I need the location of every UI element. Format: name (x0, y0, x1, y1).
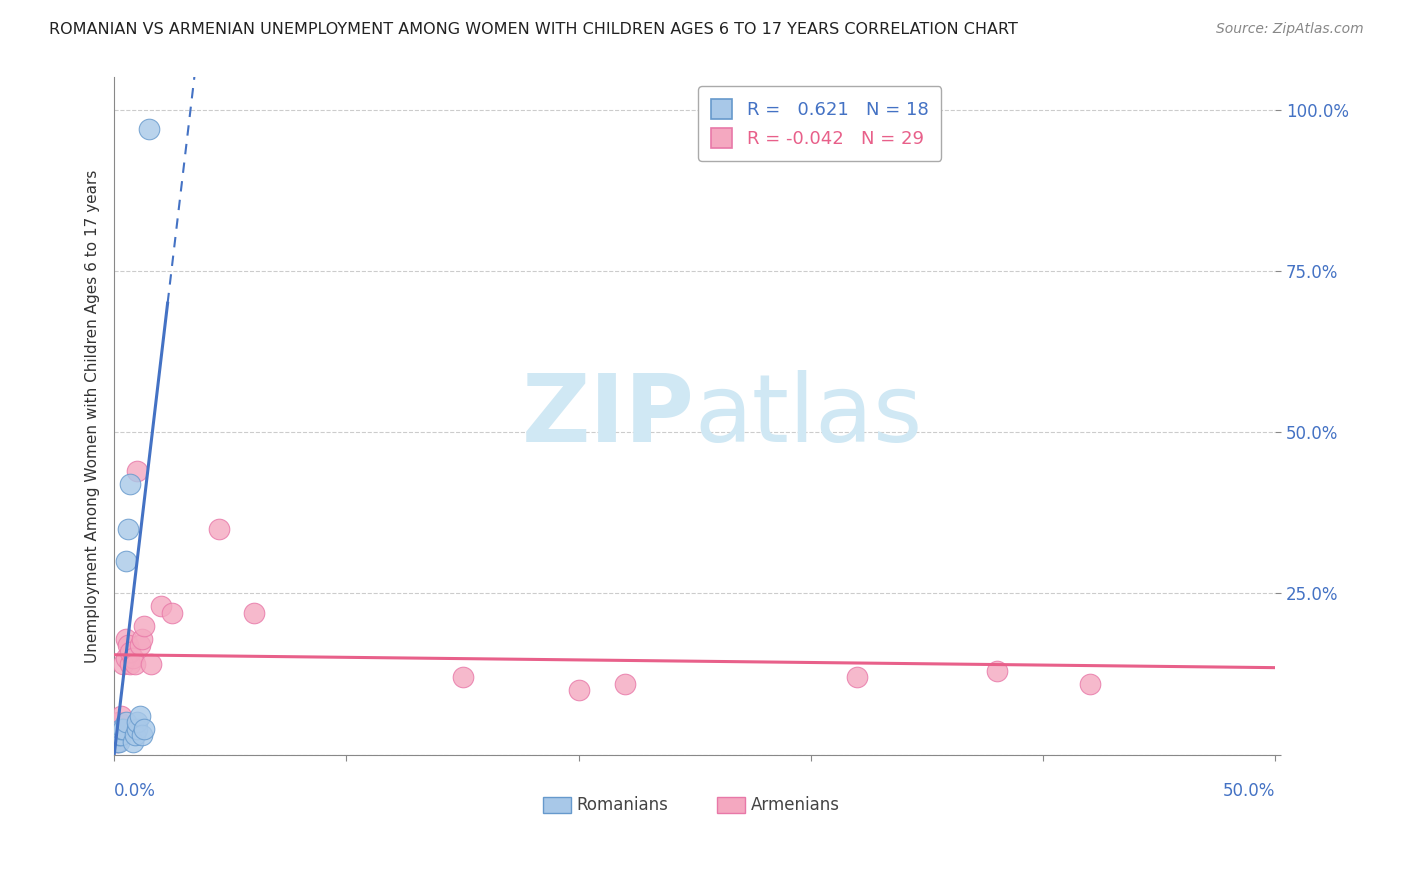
Point (120, 476, 142, 491)
Point (162, 606, 184, 620)
Point (110, 709, 132, 723)
Point (128, 709, 150, 723)
Point (128, 638, 150, 652)
Point (112, 657, 135, 672)
Text: 50.0%: 50.0% (1223, 781, 1275, 800)
Point (108, 715, 131, 730)
Point (120, 644, 142, 658)
FancyBboxPatch shape (543, 797, 571, 813)
Point (117, 522, 139, 536)
Point (131, 632, 153, 646)
Text: ZIP: ZIP (522, 370, 695, 462)
Point (242, 606, 264, 620)
Point (134, 722, 156, 736)
Point (451, 670, 474, 684)
Point (121, 651, 143, 665)
Point (138, 122, 160, 136)
Text: ROMANIAN VS ARMENIAN UNEMPLOYMENT AMONG WOMEN WITH CHILDREN AGES 6 TO 17 YEARS C: ROMANIAN VS ARMENIAN UNEMPLOYMENT AMONG … (49, 22, 1018, 37)
Text: 0.0%: 0.0% (114, 781, 156, 800)
Point (986, 664, 1008, 678)
Point (108, 735, 131, 749)
Point (208, 522, 231, 536)
Point (124, 657, 146, 672)
Point (131, 728, 153, 742)
Text: Armenians: Armenians (751, 796, 839, 814)
Point (1078, 677, 1101, 691)
Point (568, 683, 591, 698)
Point (127, 464, 149, 478)
Point (114, 632, 136, 646)
Point (110, 728, 132, 742)
Point (117, 638, 139, 652)
Point (614, 677, 637, 691)
Point (110, 722, 132, 736)
Point (846, 670, 869, 684)
Point (121, 735, 143, 749)
Point (114, 554, 136, 568)
Point (141, 657, 163, 672)
Point (105, 735, 128, 749)
Text: atlas: atlas (695, 370, 924, 462)
Legend: R =   0.621   N = 18, R = -0.042   N = 29: R = 0.621 N = 18, R = -0.042 N = 29 (699, 87, 941, 161)
Point (120, 657, 142, 672)
Point (108, 728, 131, 742)
Point (112, 722, 135, 736)
Point (134, 618, 156, 632)
Point (124, 728, 146, 742)
Text: Source: ZipAtlas.com: Source: ZipAtlas.com (1216, 22, 1364, 37)
FancyBboxPatch shape (717, 797, 745, 813)
Point (108, 728, 131, 742)
Point (127, 715, 149, 730)
Point (105, 735, 128, 749)
Text: Romanians: Romanians (576, 796, 668, 814)
Point (110, 722, 132, 736)
Point (114, 651, 136, 665)
Point (127, 722, 149, 736)
Point (149, 599, 172, 614)
Y-axis label: Unemployment Among Women with Children Ages 6 to 17 years: Unemployment Among Women with Children A… (86, 169, 100, 663)
Point (114, 715, 136, 730)
Point (105, 722, 128, 736)
